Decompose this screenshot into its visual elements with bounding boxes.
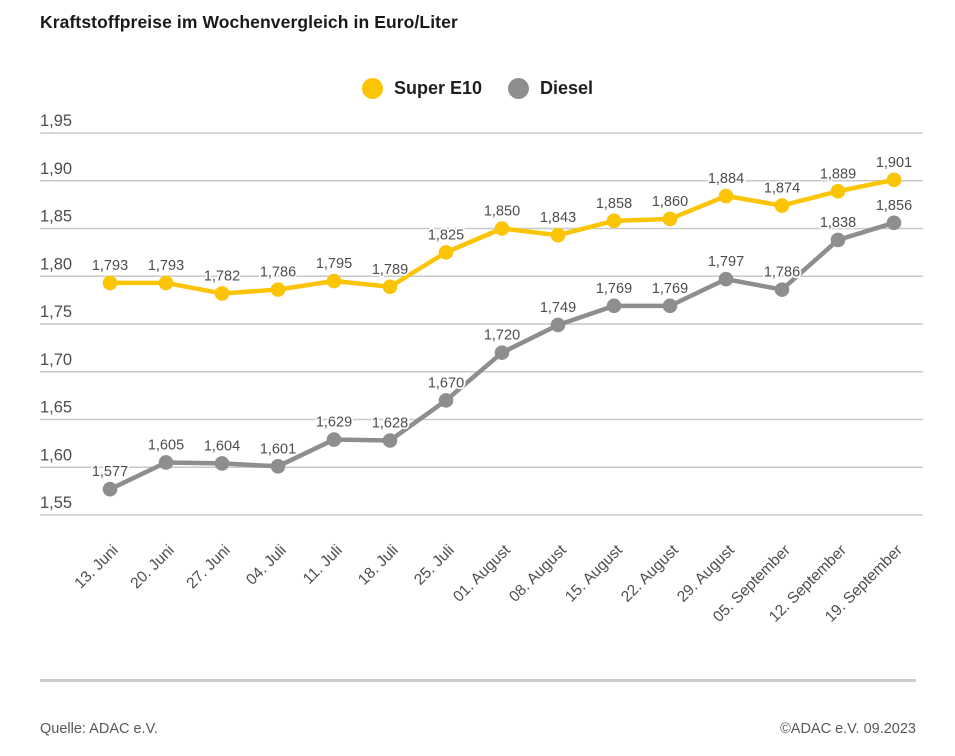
data-label-diesel: 1,769 [652,281,688,297]
chart-title: Kraftstoffpreise im Wochenvergleich in E… [40,12,458,32]
legend-label-super-e10: Super E10 [393,78,482,98]
x-tick-label: 20. Juni [127,542,177,592]
chart-legend: Super E10 Diesel [0,78,955,99]
data-label-diesel: 1,601 [260,441,296,457]
x-tick-label: 27. Juni [183,542,233,592]
data-label-super-e10: 1,850 [484,204,520,220]
data-point-super-e10 [270,282,286,297]
footer-divider [40,679,916,682]
data-point-super-e10 [886,172,902,188]
y-tick-label: 1,95 [40,112,72,130]
data-label-diesel: 1,720 [484,328,520,344]
data-point-super-e10 [606,213,622,229]
data-point-diesel [326,432,342,447]
legend-item-super-e10: Super E10 [361,78,482,99]
data-point-diesel [102,481,118,497]
data-point-diesel [382,433,398,448]
y-tick-label: 1,75 [40,303,72,321]
legend-item-diesel: Diesel [508,78,593,99]
data-label-diesel: 1,797 [708,254,744,270]
diesel-legend-dot-icon [508,78,529,99]
data-label-diesel: 1,605 [148,437,184,453]
data-label-super-e10: 1,795 [316,256,352,272]
data-point-diesel [550,317,566,333]
x-tick-label: 13. Juni [71,542,121,592]
data-point-super-e10 [382,279,398,295]
data-point-diesel [718,271,734,287]
line-chart: 1,95 1,90 1,85 1,80 1,75 1,70 1,65 1,60 1,55 13. … [40,112,923,626]
x-tick-label: 18. Juli [355,542,402,589]
data-label-super-e10: 1,793 [92,258,128,274]
y-tick-label: 1,65 [40,399,72,417]
data-point-diesel [438,393,454,408]
data-label-super-e10: 1,782 [204,268,240,284]
data-label-diesel: 1,749 [540,300,576,316]
data-label-super-e10: 1,786 [260,265,296,281]
data-label-super-e10: 1,860 [652,194,688,210]
data-label-diesel: 1,838 [820,215,856,231]
x-tick-label: 08. August [506,541,570,605]
data-label-diesel: 1,628 [372,416,408,432]
data-point-diesel [606,298,622,314]
data-label-super-e10: 1,901 [876,155,912,171]
footer: Quelle: ADAC e.V. ©ADAC e.V. 09.2023 [40,721,916,737]
y-tick-label: 1,80 [40,255,72,273]
super-e10-legend-dot-icon [361,78,383,99]
y-tick-label: 1,55 [40,494,72,512]
data-point-super-e10 [158,275,174,291]
data-point-super-e10 [214,286,230,301]
x-tick-label: 25. Juli [411,542,458,589]
data-point-diesel [214,456,230,471]
data-point-super-e10 [102,275,118,291]
x-tick-label: 01. August [450,541,514,605]
x-tick-label: 22. August [618,541,682,605]
data-label-diesel: 1,604 [204,438,240,454]
data-label-diesel: 1,769 [596,281,632,297]
x-tick-label: 04. Juli [243,542,290,589]
source-text: Quelle: ADAC e.V. [40,721,158,737]
data-point-super-e10 [494,221,510,236]
data-point-diesel [158,455,174,470]
data-point-diesel [886,215,902,231]
data-label-super-e10: 1,843 [540,210,576,226]
copyright-text: ©ADAC e.V. 09.2023 [780,721,916,737]
y-tick-label: 1,90 [40,160,72,178]
data-point-super-e10 [718,188,734,204]
data-label-diesel: 1,577 [92,464,128,480]
data-point-diesel [830,232,846,248]
data-point-super-e10 [326,273,342,289]
data-label-super-e10: 1,874 [764,181,800,197]
data-point-super-e10 [438,245,454,260]
data-label-super-e10: 1,858 [596,196,632,212]
x-tick-label: 11. Juli [300,542,346,588]
data-label-super-e10: 1,825 [428,227,464,243]
y-tick-label: 1,70 [40,351,72,369]
data-label-super-e10: 1,789 [372,262,408,278]
data-point-super-e10 [830,183,846,199]
data-point-super-e10 [774,198,790,213]
x-tick-label: 15. August [562,541,626,605]
data-label-diesel: 1,856 [876,198,912,214]
data-point-diesel [494,345,510,360]
y-tick-label: 1,60 [40,446,72,464]
data-label-diesel: 1,670 [428,375,464,391]
data-point-diesel [662,298,678,314]
data-label-super-e10: 1,793 [148,258,184,274]
data-point-super-e10 [662,211,678,227]
data-point-super-e10 [550,227,566,243]
data-point-diesel [774,282,790,297]
legend-label-diesel: Diesel [540,78,594,98]
data-point-diesel [270,458,286,474]
data-label-super-e10: 1,889 [820,166,856,182]
y-tick-label: 1,85 [40,208,72,226]
data-label-diesel: 1,786 [764,265,800,281]
data-label-diesel: 1,629 [316,415,352,431]
data-label-super-e10: 1,884 [708,171,744,187]
